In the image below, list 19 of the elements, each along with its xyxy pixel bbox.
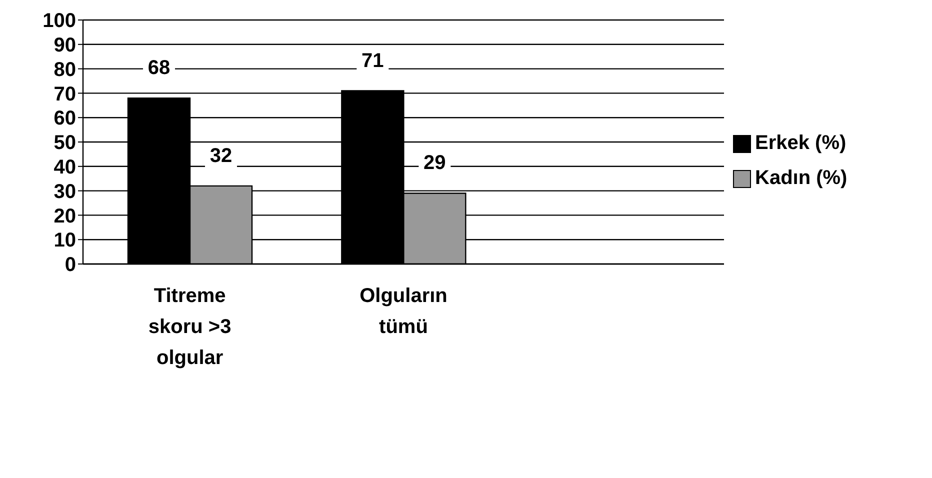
y-tick-label: 50 [54,132,76,154]
data-label: 68 [148,57,170,80]
data-label: 32 [210,144,232,167]
y-tick-label: 0 [64,254,76,276]
y-tick-label: 90 [54,34,76,56]
y-tick-label: 60 [54,108,76,130]
y-tick-label: 10 [54,230,76,252]
y-tick-label: 30 [54,180,76,203]
data-label: 29 [424,152,446,174]
y-tick-label: 80 [54,58,76,81]
x-tick-label: Titreme skoru >3 olgular [148,285,232,369]
y-tick-label: 100 [42,10,76,32]
data-label: 71 [362,50,384,72]
y-tick-label: 70 [54,83,76,106]
legend-label: Erkek (%) [755,132,846,155]
x-tick-label: Olguların tümü [360,285,448,338]
legend-label: Kadın (%) [755,167,848,190]
y-tick-label: 40 [54,156,76,178]
y-tick-label: 20 [54,205,76,228]
